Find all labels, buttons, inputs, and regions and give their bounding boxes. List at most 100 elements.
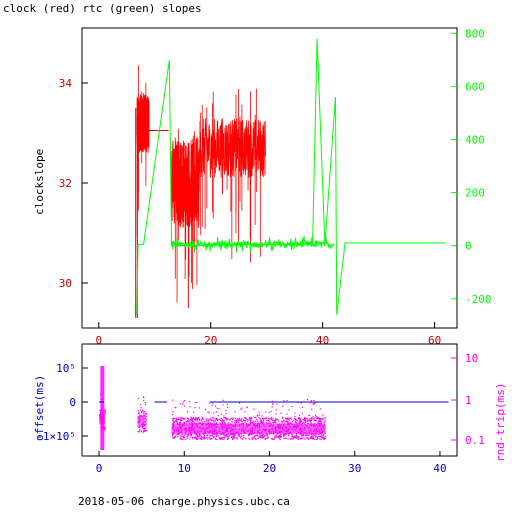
rnd-trip-point (245, 419, 247, 422)
rnd-trip-point (241, 437, 243, 439)
rnd-trip-point (172, 411, 174, 413)
rnd-trip-point (248, 419, 250, 421)
rnd-trip-point (231, 434, 233, 436)
rnd-trip-point (230, 434, 232, 436)
rnd-trip-point (241, 407, 243, 409)
rnd-trip-point (258, 417, 260, 419)
rnd-trip-point (324, 435, 327, 437)
rnd-trip-point (324, 417, 326, 419)
rnd-trip-point (318, 422, 320, 424)
rnd-trip-point (211, 435, 213, 437)
rnd-trip-point (242, 438, 244, 440)
rnd-trip-point (239, 402, 241, 404)
rnd-trip-point (138, 426, 140, 429)
rnd-trip-point (207, 418, 209, 420)
rnd-trip-point (302, 434, 304, 436)
rnd-trip-point (226, 419, 228, 421)
rnd-trip-point (299, 417, 301, 420)
rnd-trip-point (187, 435, 189, 437)
rnd-trip-point (321, 435, 323, 437)
rnd-trip-point (179, 437, 181, 439)
rnd-trip-point (264, 438, 267, 440)
rnd-trip-point (297, 436, 299, 438)
rnd-trip-point (292, 438, 294, 440)
rnd-trip-point (313, 419, 315, 421)
rnd-trip-point (302, 437, 304, 439)
rnd-trip-point (224, 437, 226, 439)
rnd-trip-point (206, 420, 208, 422)
rnd-trip-point (300, 420, 302, 422)
rnd-trip-point (283, 436, 285, 438)
rnd-trip-point (286, 399, 288, 402)
rnd-trip-point (138, 413, 140, 415)
rnd-trip-point (143, 399, 145, 402)
rnd-trip-point (191, 437, 194, 439)
rnd-trip-point (260, 437, 262, 439)
rnd-trip-point (262, 434, 264, 436)
rnd-trip-point (322, 435, 324, 437)
rnd-trip-point (183, 422, 185, 424)
rnd-trip-point (286, 413, 288, 415)
rnd-trip-point (200, 435, 203, 437)
rnd-trip-point (173, 436, 175, 438)
rnd-trip-point (276, 436, 278, 438)
rnd-trip-point (259, 421, 261, 423)
rnd-trip-point (271, 437, 273, 440)
rnd-trip-point (99, 410, 101, 412)
rnd-trip-point (193, 417, 195, 419)
rnd-trip-point (248, 433, 250, 435)
rnd-trip-point (259, 417, 261, 419)
rnd-trip-point (238, 421, 240, 424)
rnd-trip-point (274, 437, 276, 439)
rnd-trip-point (190, 416, 192, 418)
rnd-trip-point (290, 417, 292, 419)
rnd-trip-point (187, 420, 189, 422)
rnd-trip-point (311, 417, 313, 419)
rnd-trip-point (282, 416, 284, 418)
rnd-trip-point (266, 422, 268, 424)
rnd-trip-point (320, 435, 322, 437)
rnd-trip-point (322, 418, 324, 420)
rnd-trip-point (177, 417, 179, 419)
rnd-trip-point (139, 415, 142, 417)
rnd-trip-point (226, 403, 228, 405)
rnd-trip-point (222, 399, 224, 401)
rnd-trip-point (235, 417, 237, 419)
rnd-trip-point (233, 436, 235, 438)
rnd-trip-point (265, 417, 267, 419)
rnd-trip-point (211, 438, 213, 440)
rnd-trip-point (208, 437, 211, 439)
rnd-trip-point (322, 437, 324, 439)
rnd-trip-point (302, 422, 304, 424)
rnd-trip-point (260, 422, 262, 424)
rnd-trip-point (280, 436, 282, 438)
rnd-trip-point (280, 436, 283, 438)
rnd-trip-point (251, 434, 253, 436)
rnd-trip-point (254, 416, 256, 418)
rnd-trip-point (308, 414, 310, 416)
x-tick-label: 0 (96, 462, 103, 475)
rnd-trip-point (272, 421, 274, 423)
y-left-tick-label: -1×10⁵ (36, 430, 76, 443)
rnd-trip-point (256, 434, 258, 436)
rnd-trip-point (145, 412, 147, 415)
rnd-trip-point (192, 420, 194, 423)
rnd-trip-point (144, 415, 146, 417)
rnd-trip-point (295, 420, 297, 422)
rnd-trip-point (204, 438, 206, 440)
rnd-trip-point (172, 433, 174, 435)
rnd-trip-point (197, 438, 199, 440)
rnd-trip-point (223, 417, 225, 419)
rnd-trip-point (241, 420, 243, 422)
rnd-trip-point (186, 420, 188, 423)
rnd-trip-point (204, 408, 207, 411)
rnd-trip-point (217, 419, 219, 421)
rnd-trip-point (240, 420, 242, 422)
rnd-trip-point (209, 402, 211, 404)
rnd-trip-point (258, 414, 260, 416)
rnd-trip-point (292, 435, 294, 438)
rnd-trip-point (145, 415, 148, 417)
rnd-trip-point (309, 437, 311, 439)
rnd-trip-point (319, 420, 321, 422)
rnd-trip-point (303, 437, 305, 439)
